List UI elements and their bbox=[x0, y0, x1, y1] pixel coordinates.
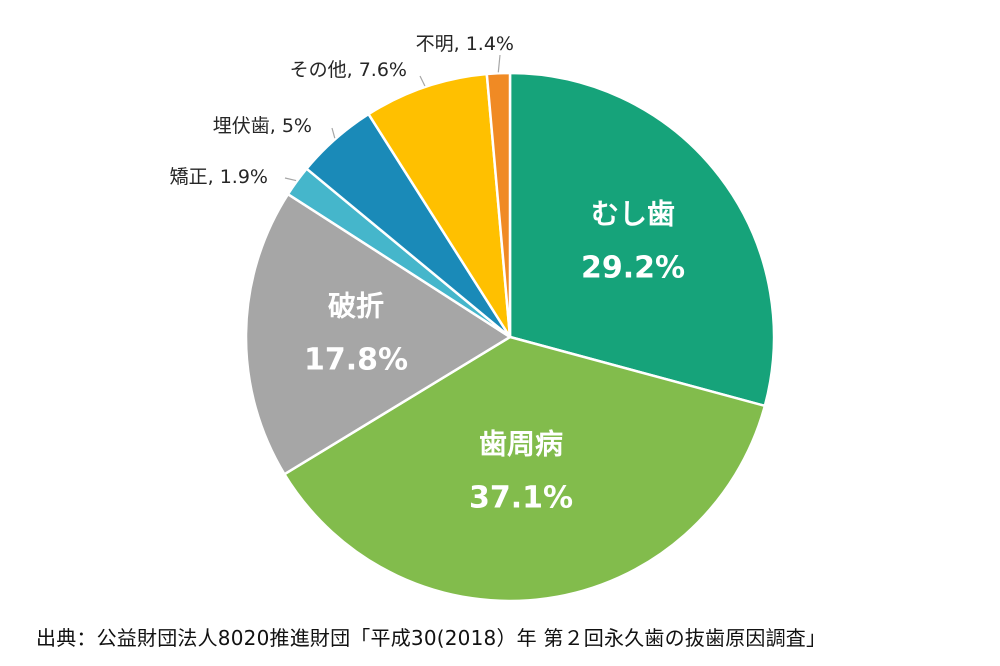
slice-7-label: 不明, 1.4% bbox=[416, 33, 514, 55]
slice-5-category-label: 埋伏歯 bbox=[213, 115, 270, 137]
slice-4-category-label: 矯正 bbox=[170, 166, 208, 188]
slice-4-label-separator: , bbox=[208, 166, 220, 188]
slice-7-label-separator: , bbox=[454, 33, 466, 55]
slice-7-wedge bbox=[485, 71, 512, 339]
slice-6-label: その他, 7.6% bbox=[290, 59, 407, 81]
slice-1-category-label: むし歯 bbox=[591, 198, 675, 231]
slice-6-category-label: その他 bbox=[290, 59, 347, 81]
pie-wedges bbox=[244, 71, 776, 603]
slice-4-label: 矯正, 1.9% bbox=[170, 166, 268, 188]
slice-2-percent-label: 37.1% bbox=[469, 481, 573, 516]
slice-5-label-separator: , bbox=[270, 115, 282, 137]
slice-7-percent-label: 1.4% bbox=[466, 33, 514, 55]
slice-5-label: 埋伏歯, 5% bbox=[213, 115, 312, 137]
slice-1-percent-label: 29.2% bbox=[581, 251, 685, 286]
slice-6-leader-line bbox=[419, 75, 426, 87]
slice-4-percent-label: 1.9% bbox=[220, 166, 268, 188]
slice-5-percent-label: 5% bbox=[282, 115, 312, 137]
slice-3-wedge bbox=[244, 192, 512, 476]
slice-7-leader-line bbox=[497, 54, 501, 73]
slice-3-percent-label: 17.8% bbox=[304, 343, 408, 378]
slice-7-category-label: 不明 bbox=[416, 33, 454, 55]
slice-3-category-label: 破折 bbox=[328, 290, 384, 323]
slice-4-leader-line bbox=[284, 177, 297, 182]
source-note: 出典：公益財団法人8020推進財団「平成30(2018）年 第２回永久歯の抜歯原… bbox=[36, 626, 827, 650]
slice-2-wedge bbox=[283, 335, 767, 603]
slice-1-wedge bbox=[508, 71, 776, 408]
slice-2-category-label: 歯周病 bbox=[479, 428, 563, 461]
slice-6-label-separator: , bbox=[347, 59, 359, 81]
pie-labels: むし歯 29.2% 歯周病 37.1% 破折 17.8% 矯正, 1.9% 埋伏歯, 5% その… bbox=[170, 33, 685, 516]
slice-5-leader-line bbox=[331, 127, 336, 139]
slice-6-percent-label: 7.6% bbox=[359, 59, 407, 81]
slice-6-wedge bbox=[367, 72, 512, 339]
